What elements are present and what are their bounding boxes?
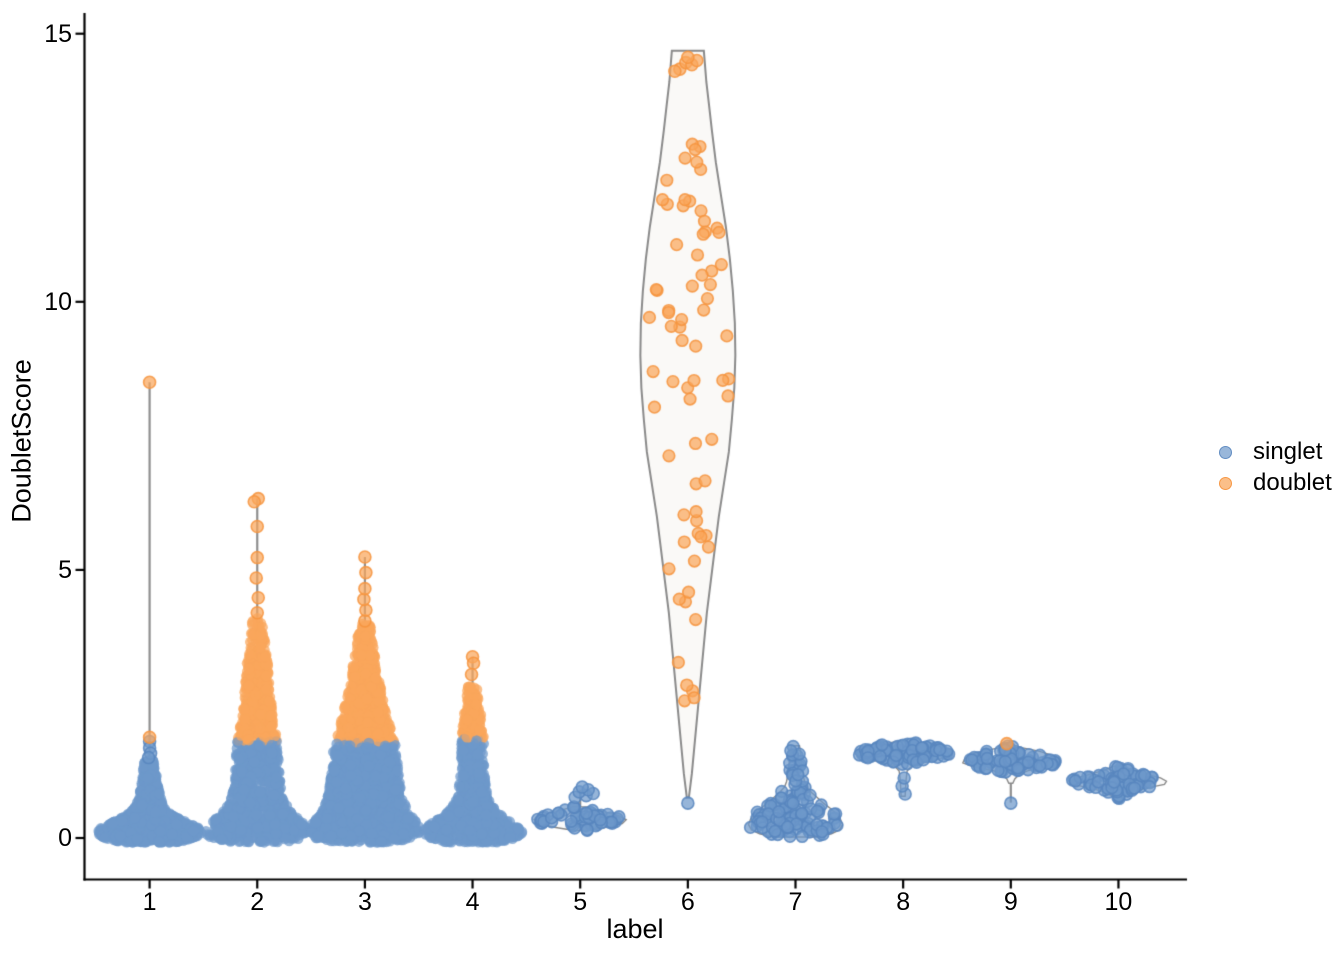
singlet-dot-icon [1219, 445, 1232, 459]
x-tick-label: 10 [1104, 888, 1133, 916]
x-tick-label: 2 [250, 888, 265, 916]
x-tick-label: 8 [896, 888, 911, 916]
legend-item-doublet: doublet [1213, 468, 1332, 498]
y-tick-label: 0 [58, 824, 72, 852]
x-tick-label: 5 [573, 888, 588, 916]
y-axis-title: DoubletScore [6, 359, 37, 523]
y-tick-label: 5 [58, 555, 72, 584]
x-tick-label: 7 [788, 888, 803, 916]
x-tick-label: 6 [680, 888, 695, 916]
doublet-dot-icon [1219, 476, 1232, 490]
legend: singlet doublet [1213, 437, 1332, 499]
x-tick-label: 3 [357, 888, 372, 916]
legend-label-doublet: doublet [1253, 469, 1332, 496]
x-tick-label: 4 [465, 888, 480, 916]
legend-item-singlet: singlet [1213, 437, 1332, 467]
x-axis-title: label [606, 914, 664, 944]
x-tick-label: 1 [142, 888, 157, 916]
x-tick-label: 9 [1003, 888, 1018, 916]
y-tick-label: 10 [44, 287, 72, 316]
y-tick-label: 15 [44, 19, 72, 48]
legend-label-singlet: singlet [1253, 438, 1323, 465]
